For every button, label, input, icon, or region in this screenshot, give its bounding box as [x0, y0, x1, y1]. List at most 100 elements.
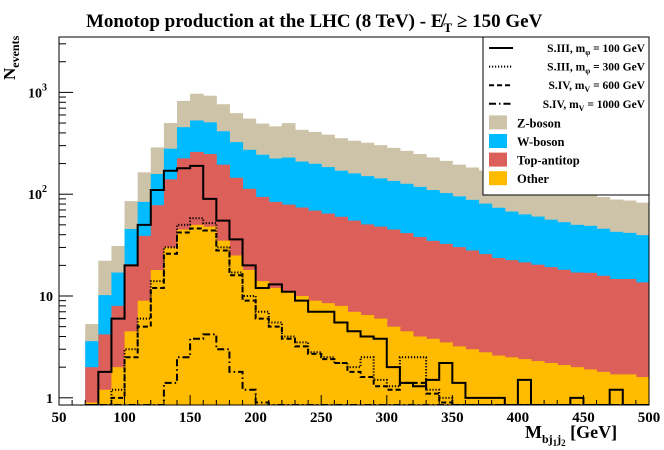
bar-other-0	[85, 402, 99, 405]
x-axis-label-sub4: 2	[561, 438, 566, 448]
bar-other-2	[111, 367, 126, 405]
bar-other-30	[478, 352, 493, 405]
legend: S.III, mφ = 100 GeV S.III, mφ = 300 GeV S.…	[482, 36, 650, 196]
bar-top-antitop-41	[622, 278, 637, 405]
bar-other-6	[163, 247, 178, 405]
bar-other-27	[439, 342, 453, 405]
y-tick-label-100: 102	[28, 184, 47, 203]
bar-other-17	[308, 300, 322, 405]
bar-other-32	[504, 357, 519, 405]
bar-other-43	[649, 380, 663, 405]
legend-label-other: Other	[517, 172, 549, 186]
chart-title-sub: T	[444, 20, 453, 35]
x-axis-label-main: M	[525, 422, 542, 442]
legend-label-1: S.III, mφ = 300 GeV	[547, 62, 646, 76]
axes: 50 100 150 200 250 300 350 400 450 500 1 10 102 103	[28, 36, 661, 426]
x-axis-label-sub2: 1	[553, 438, 558, 448]
bar-other-22	[373, 318, 388, 405]
bar-other-41	[622, 374, 637, 405]
bar-other-39	[596, 371, 611, 405]
bar-other-7	[177, 229, 191, 405]
bar-other-21	[360, 315, 375, 405]
legend-box	[482, 36, 650, 196]
bar-other-25	[413, 336, 427, 405]
bar-other-26	[426, 338, 440, 405]
x-tick-label-200: 200	[244, 410, 267, 426]
x-axis-label-sub: bj	[542, 432, 553, 446]
x-tick-label-400: 400	[507, 410, 530, 426]
bar-other-8	[190, 224, 204, 405]
bar-other-12	[242, 270, 257, 405]
bar-z-boson-43	[649, 204, 663, 405]
legend-swatch-top-antitop	[489, 152, 507, 167]
signal-line-2	[85, 227, 649, 405]
x-tick-label-350: 350	[441, 410, 464, 426]
legend-label-z-boson: Z-boson	[517, 116, 561, 130]
chart-title-main: Monotop production at the LHC (8 TeV) - …	[86, 11, 448, 32]
stack-other	[85, 224, 663, 405]
x-axis-label-unit: [GeV]	[566, 422, 617, 442]
plot-frame	[58, 36, 650, 406]
bar-other-37	[570, 367, 584, 405]
y-tick-label-1: 1	[46, 392, 53, 407]
bar-other-10	[216, 240, 230, 405]
bar-other-9	[203, 226, 217, 405]
bar-other-15	[281, 291, 296, 405]
bar-other-20	[347, 311, 362, 405]
bar-other-36	[557, 365, 571, 405]
y-axis-label-main: N	[0, 67, 19, 80]
x-tick-label-300: 300	[376, 410, 399, 426]
bar-top-antitop-43	[649, 283, 663, 405]
chart-title-cut: ≥ 150 GeV	[452, 11, 542, 32]
signal-line-1	[85, 217, 649, 405]
bar-other-31	[491, 355, 506, 405]
bar-other-35	[544, 362, 558, 405]
x-tick-label-450: 450	[572, 410, 595, 426]
x-axis-label-sub3: j	[556, 432, 561, 446]
bar-other-16	[295, 296, 309, 405]
legend-swatch-w-boson	[489, 134, 507, 148]
legend-label-3: S.IV, mV = 1000 GeV	[543, 99, 646, 113]
bar-top-antitop-1	[98, 334, 112, 405]
bar-other-23	[386, 326, 401, 405]
signal-line-0	[85, 164, 649, 405]
x-tick-label-50: 50	[52, 410, 67, 426]
plot-area	[85, 93, 663, 405]
bar-other-29	[465, 349, 480, 405]
y-tick-label-1000: 103	[28, 82, 47, 101]
chart-title: Monotop production at the LHC (8 TeV) - …	[86, 11, 543, 35]
bar-other-34	[531, 360, 545, 405]
bar-top-antitop-42	[635, 282, 649, 405]
legend-label-0: S.III, mφ = 100 GeV	[547, 43, 646, 57]
legend-label-2: S.IV, mV = 600 GeV	[549, 80, 646, 94]
x-tick-label-500: 500	[638, 410, 661, 426]
x-tick-label-150: 150	[179, 410, 202, 426]
bar-other-14	[268, 287, 283, 405]
legend-swatch-other	[489, 171, 507, 186]
bar-other-33	[517, 359, 532, 405]
bar-other-4	[137, 300, 152, 405]
x-axis-label: Mbj1j2 [GeV]	[525, 422, 617, 448]
x-tick-label-100: 100	[113, 410, 136, 426]
bar-other-13	[255, 281, 270, 405]
histogram-bars	[85, 93, 663, 405]
legend-label-w-boson: W-boson	[517, 135, 565, 149]
legend-swatch-z-boson	[489, 115, 507, 130]
bar-w-boson-43	[649, 236, 663, 405]
y-axis-label-sub: events	[8, 35, 22, 67]
bar-other-38	[583, 369, 598, 405]
bar-other-28	[452, 346, 466, 405]
bar-top-antitop-40	[609, 278, 624, 405]
legend-label-top-antitop: Top-antitop	[517, 154, 580, 168]
bar-other-1	[98, 389, 112, 405]
bar-other-19	[334, 305, 348, 405]
bar-other-18	[321, 303, 335, 405]
x-tick-label-250: 250	[310, 410, 333, 426]
bar-other-11	[229, 255, 244, 405]
bar-other-3	[124, 331, 139, 405]
bar-other-5	[150, 270, 165, 405]
y-axis-label: Nevents	[0, 35, 22, 80]
bar-other-42	[635, 377, 649, 405]
bar-top-antitop-0	[85, 367, 99, 405]
